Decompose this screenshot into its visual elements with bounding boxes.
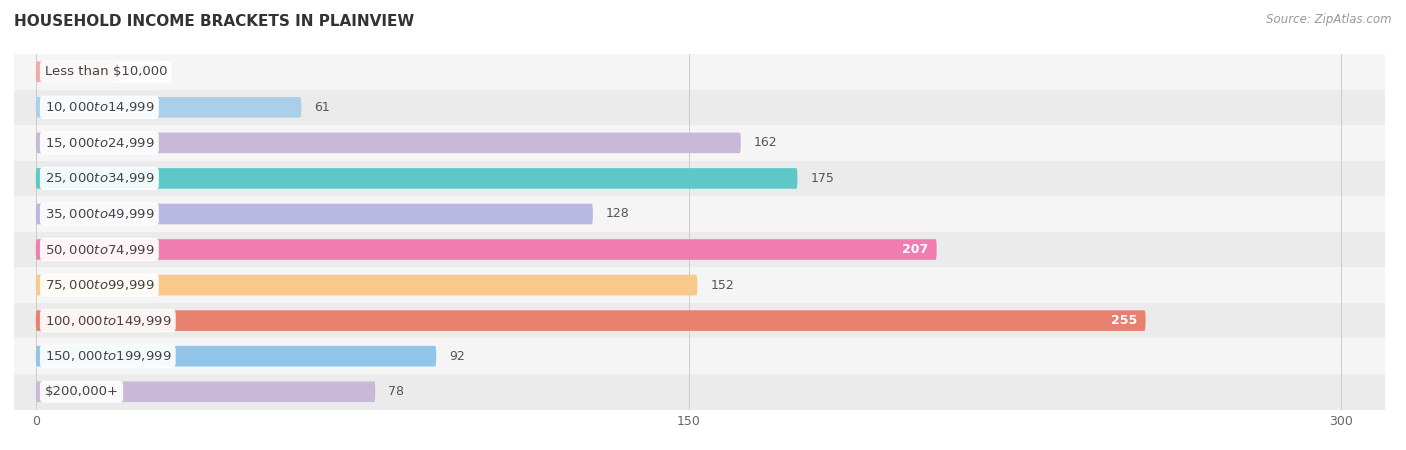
FancyBboxPatch shape bbox=[14, 125, 1385, 161]
Text: Less than $10,000: Less than $10,000 bbox=[45, 65, 167, 78]
Text: $200,000+: $200,000+ bbox=[45, 385, 118, 398]
Text: 162: 162 bbox=[754, 136, 778, 149]
Text: 92: 92 bbox=[450, 350, 465, 363]
Text: 61: 61 bbox=[315, 101, 330, 114]
FancyBboxPatch shape bbox=[14, 161, 1385, 196]
FancyBboxPatch shape bbox=[35, 168, 797, 189]
Text: $100,000 to $149,999: $100,000 to $149,999 bbox=[45, 314, 172, 328]
FancyBboxPatch shape bbox=[35, 382, 375, 402]
Text: 78: 78 bbox=[388, 385, 405, 398]
FancyBboxPatch shape bbox=[35, 62, 118, 82]
Text: $25,000 to $34,999: $25,000 to $34,999 bbox=[45, 171, 155, 185]
Text: 19: 19 bbox=[132, 65, 148, 78]
Text: Source: ZipAtlas.com: Source: ZipAtlas.com bbox=[1267, 14, 1392, 27]
FancyBboxPatch shape bbox=[14, 90, 1385, 125]
FancyBboxPatch shape bbox=[35, 239, 936, 260]
FancyBboxPatch shape bbox=[35, 310, 1146, 331]
FancyBboxPatch shape bbox=[14, 338, 1385, 374]
FancyBboxPatch shape bbox=[14, 267, 1385, 303]
FancyBboxPatch shape bbox=[35, 133, 741, 153]
FancyBboxPatch shape bbox=[14, 232, 1385, 267]
FancyBboxPatch shape bbox=[35, 97, 301, 117]
FancyBboxPatch shape bbox=[35, 204, 593, 224]
FancyBboxPatch shape bbox=[14, 303, 1385, 338]
FancyBboxPatch shape bbox=[35, 346, 436, 366]
Text: $150,000 to $199,999: $150,000 to $199,999 bbox=[45, 349, 172, 363]
Text: HOUSEHOLD INCOME BRACKETS IN PLAINVIEW: HOUSEHOLD INCOME BRACKETS IN PLAINVIEW bbox=[14, 14, 415, 28]
FancyBboxPatch shape bbox=[14, 374, 1385, 410]
Text: $15,000 to $24,999: $15,000 to $24,999 bbox=[45, 136, 155, 150]
Text: 128: 128 bbox=[606, 207, 630, 220]
Text: 207: 207 bbox=[901, 243, 928, 256]
Text: $10,000 to $14,999: $10,000 to $14,999 bbox=[45, 100, 155, 114]
Text: $35,000 to $49,999: $35,000 to $49,999 bbox=[45, 207, 155, 221]
Text: 255: 255 bbox=[1111, 314, 1137, 327]
FancyBboxPatch shape bbox=[14, 54, 1385, 90]
Text: 175: 175 bbox=[810, 172, 834, 185]
FancyBboxPatch shape bbox=[35, 275, 697, 295]
FancyBboxPatch shape bbox=[14, 196, 1385, 232]
Text: 152: 152 bbox=[710, 279, 734, 292]
Text: $75,000 to $99,999: $75,000 to $99,999 bbox=[45, 278, 155, 292]
Text: $50,000 to $74,999: $50,000 to $74,999 bbox=[45, 243, 155, 256]
